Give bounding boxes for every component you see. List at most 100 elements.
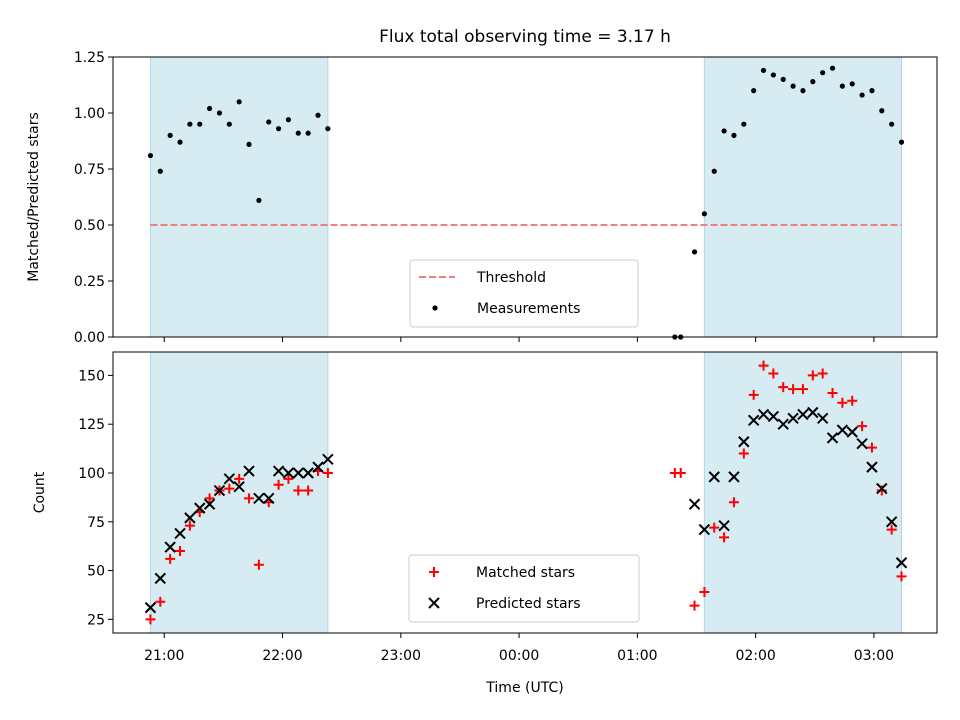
predicted-star-point — [876, 482, 888, 495]
predicted-star-point — [728, 471, 740, 483]
predicted-star-point — [895, 557, 908, 569]
measurement-point — [216, 110, 223, 116]
matched-star-point — [689, 600, 700, 611]
x-axis-label: Time (UTC) — [485, 680, 563, 696]
measurement-point — [790, 83, 796, 89]
predicted-star-point — [223, 473, 236, 485]
y-tick-label: 1.25 — [74, 50, 105, 66]
predicted-star-point — [243, 465, 255, 477]
predicted-star-point — [203, 498, 216, 510]
measurement-point — [879, 108, 885, 114]
measurement-point — [275, 126, 282, 132]
matched-star-point — [303, 485, 314, 496]
y-tick-label: 150 — [78, 368, 105, 384]
predicted-star-point — [302, 467, 314, 479]
panel-counts: 25 50 75 100 125 150 21:00 22:00 23:00 00:00 01:00… — [32, 351, 938, 664]
matched-star-point — [273, 479, 284, 490]
matched-star-point — [866, 442, 877, 453]
matched-star-point — [728, 497, 739, 508]
measurement-point — [236, 99, 242, 105]
x-tick-label: 02:00 — [735, 648, 775, 664]
matched-star-point — [847, 395, 858, 406]
measurement-point — [721, 128, 727, 134]
predicted-star-point — [263, 492, 275, 505]
predicted-star-point — [184, 512, 196, 524]
measurement-point — [741, 121, 747, 127]
x-tick-label: 23:00 — [381, 648, 421, 664]
predicted-star-point — [233, 480, 245, 493]
measurement-point — [295, 130, 301, 136]
measurement-point — [246, 141, 252, 147]
y-tick-label: 75 — [87, 515, 105, 531]
axes-frame — [112, 351, 938, 634]
matched-star-point — [253, 559, 264, 570]
y-axis-label: Count — [32, 471, 48, 513]
predicted-star-point — [757, 408, 770, 421]
matched-star-point — [224, 483, 235, 494]
predicted-star-point — [787, 412, 799, 425]
predicted-star-point — [322, 453, 334, 466]
y-tick-label: 0.25 — [74, 274, 105, 290]
measurement-point — [285, 117, 292, 123]
measurement-point — [701, 211, 707, 217]
measurement-point — [187, 121, 193, 127]
predicted-star-point — [253, 492, 265, 505]
predicted-star-point — [816, 412, 829, 425]
measurement-point — [829, 65, 836, 71]
legend-label: Measurements — [477, 301, 580, 317]
matched-star-point — [788, 384, 799, 395]
predicted-star-point — [282, 467, 295, 479]
legend-label: Matched stars — [476, 565, 575, 581]
matched-star-point — [699, 587, 710, 598]
matched-star-point — [719, 532, 730, 543]
matched-star-point — [748, 389, 759, 400]
predicted-star-point — [738, 436, 750, 448]
predicted-star-point — [272, 465, 285, 477]
measurement-point — [206, 105, 213, 112]
predicted-star-point — [885, 516, 898, 528]
matched-star-point — [204, 493, 215, 504]
legend-predicted-swatch — [428, 597, 440, 609]
measurement-point — [780, 76, 786, 82]
measurement-point — [889, 121, 895, 127]
x-tick-label: 21:00 — [144, 648, 184, 664]
predicted-star-point — [777, 418, 789, 430]
y-tick-label: 100 — [78, 466, 105, 482]
shaded-interval — [149, 351, 329, 634]
predicted-star-point — [144, 601, 157, 614]
predicted-star-point — [194, 502, 206, 514]
measurement-point — [731, 132, 737, 138]
predicted-star-point — [826, 432, 839, 444]
measurement-point — [197, 121, 203, 127]
y-tick-label: 0.75 — [74, 162, 105, 178]
axes-frame — [112, 56, 938, 338]
legend-box — [409, 259, 639, 328]
shaded-interval — [703, 56, 903, 338]
matched-star-point — [886, 524, 897, 535]
measurement-point — [859, 92, 865, 98]
predicted-star-point — [708, 471, 720, 483]
y-tick-label: 0.00 — [74, 330, 105, 346]
legend: Matched stars Predicted stars — [408, 554, 640, 623]
measurement-point — [760, 67, 767, 74]
measurement-point — [800, 88, 806, 94]
matched-star-point — [283, 473, 294, 484]
shaded-interval — [149, 56, 329, 338]
measurement-point — [898, 139, 905, 145]
measurement-point — [849, 81, 855, 87]
predicted-star-point — [154, 572, 167, 585]
x-tick-label: 22:00 — [262, 648, 302, 664]
predicted-star-point — [767, 410, 780, 423]
matched-star-point — [322, 467, 333, 478]
predicted-star-point — [807, 406, 819, 419]
predicted-star-point — [292, 467, 305, 479]
legend-measurement-swatch — [432, 305, 438, 311]
y-tick-label: 125 — [78, 417, 105, 433]
predicted-star-point — [836, 424, 849, 436]
y-tick-label: 50 — [87, 564, 105, 580]
measurement-point — [315, 112, 321, 118]
measurement-point — [157, 168, 163, 174]
predicted-star-point — [856, 438, 868, 450]
measurement-point — [869, 88, 875, 94]
predicted-star-point — [718, 519, 730, 532]
